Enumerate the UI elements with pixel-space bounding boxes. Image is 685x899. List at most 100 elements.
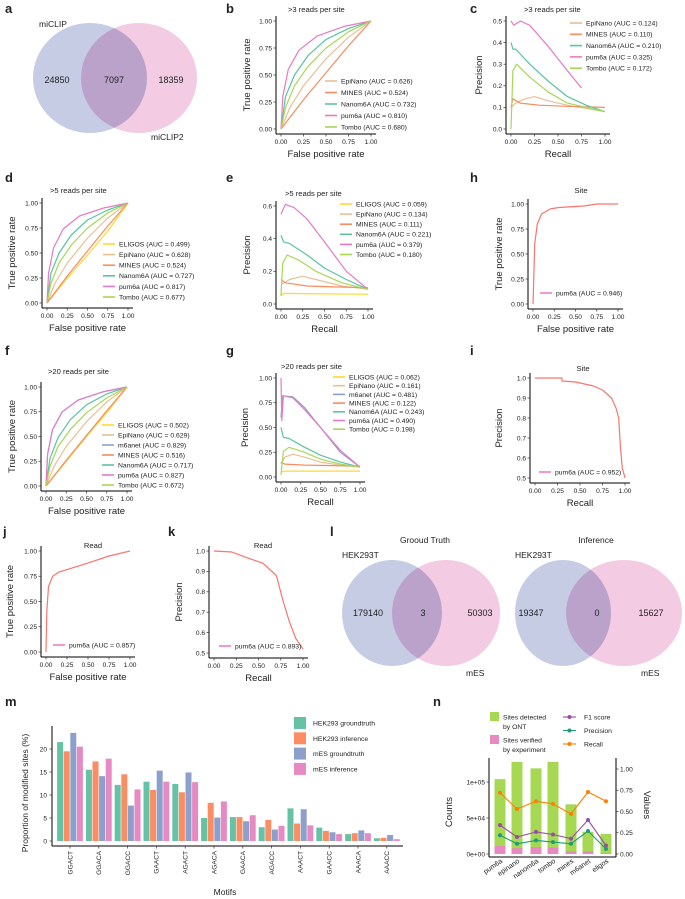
bar-mes-groundtruth-gaact (156, 770, 163, 841)
bar-mes-groundtruth-aaact (300, 809, 307, 841)
chart-title: Site (576, 364, 589, 373)
y-tick-label: 0.4 (493, 40, 502, 47)
y-tick-label: 0.75 (24, 409, 37, 416)
bar-sites-detected-by-ont-pum6a (494, 779, 506, 854)
y-tick-label: 0.00 (259, 126, 272, 133)
panel-letter: g (226, 343, 234, 358)
count-right-only: 18359 (158, 75, 183, 85)
y-tick-label: 0.75 (24, 574, 37, 581)
bar-sites-detected-by-ont-mines (565, 804, 577, 854)
legend-nanom6a-label: Nanom6A (AUC = 0.732) (341, 101, 416, 108)
y-tick-label: 0.9 (196, 569, 205, 576)
venn-l2: Inference HEK293T mES 19347 0 15627 (515, 535, 682, 678)
x-tick-label: 0.00 (208, 663, 221, 670)
legend-pum6a-label: pum6a (AUC = 0.893) (235, 643, 301, 650)
bar-sites-verified-by-experiment-m6anet (582, 851, 594, 854)
epinano-curve (280, 20, 372, 130)
bar-mes-groundtruth-agact (185, 772, 192, 841)
bar-mes-inference-aaacc (393, 839, 400, 841)
y-tick-label: 0.5 (517, 475, 526, 482)
x-axis-label: False positive rate (287, 149, 364, 160)
tombo-curve (280, 20, 372, 130)
x-tick-label: 0.50 (569, 314, 582, 321)
legend-sites-detected-by-ont-swatch (490, 712, 499, 721)
y-tick-label: 1.00 (259, 18, 272, 25)
recall-point-mines (569, 812, 573, 817)
left-y-axis-label: Counts (444, 797, 455, 827)
y-tick-label: 0.75 (25, 225, 38, 232)
f1-score-point-m6anet (586, 818, 590, 822)
y-axis-label: True positive rate (7, 400, 18, 473)
legend-mes-inference-swatch (294, 762, 306, 775)
y-tick-label: 0.3 (493, 62, 502, 69)
legend-mines-label: MINES (AUC = 0.110) (586, 32, 653, 39)
y-tick-label: 10 (40, 792, 48, 799)
x-tick-label: GGACT (67, 851, 74, 874)
x-tick-label: AAACA (355, 850, 362, 873)
y-tick-label: 0.25 (24, 624, 37, 631)
panel-letter: j (2, 524, 7, 539)
legend-tombo-label: Tombo (AUC = 0.172) (586, 66, 652, 73)
set-label-miclip: miCLIP (39, 19, 67, 29)
epinano-curve (45, 386, 128, 487)
y-tick-label: 1.00 (24, 548, 37, 555)
bar-hek293-inference-agact (178, 792, 185, 841)
precision-point-eligos (604, 846, 608, 851)
x-axis-label: False positive rate (49, 672, 126, 683)
x-tick-label: 0.25 (548, 314, 561, 321)
y-tick-label: 1.00 (259, 375, 272, 382)
x-axis-label: Recall (245, 673, 271, 684)
x-tick-label: AAACT (298, 851, 305, 873)
legend-tombo-label: Tombo (AUC = 0.677) (119, 294, 185, 301)
x-tick-label: 0.75 (575, 139, 588, 146)
x-tick-label: 0.25 (230, 663, 243, 670)
right-y-tick-label: 0.00 (620, 851, 633, 858)
count-both: 0 (594, 608, 599, 618)
pum6a-curve (46, 202, 129, 304)
x-tick-label: 0.50 (574, 488, 587, 495)
x-tick-label: 0.00 (275, 139, 288, 146)
bar-hek293-groundtruth-gaacc (316, 827, 323, 841)
count-left-only: 19347 (518, 608, 543, 618)
legend-pum6a-label: pum6a (AUC = 0.490) (349, 418, 415, 425)
x-tick-label: 0.50 (320, 139, 333, 146)
x-tick-label: 1.00 (124, 662, 137, 669)
legend-mines-label: MINES (AUC = 0.524) (341, 90, 408, 97)
eligos-curve (46, 202, 129, 304)
x-tick-label: GAACA (240, 850, 247, 874)
x-axis-label: Motifs (214, 887, 237, 897)
count-right-only: 15627 (638, 608, 663, 618)
x-tick-label: 0.75 (342, 139, 355, 146)
venn-title: Inference (578, 535, 614, 545)
y-tick-label: 0.7 (517, 435, 526, 442)
legend-sites-detected-by-ont-label: Sites detected (503, 715, 546, 722)
y-tick-label: 0.0 (263, 301, 272, 308)
panel-letter: e (226, 170, 233, 185)
legend-pum6a-label: pum6a (AUC = 0.810) (341, 113, 407, 120)
y-tick-label: 0.7 (196, 610, 205, 617)
legend-hek293-groundtruth-swatch (294, 717, 306, 729)
y-tick-label: 0.9 (517, 395, 526, 402)
legend-epinano-label: EpiNano (AUC = 0.626) (341, 78, 413, 85)
nanom6a-curve (280, 20, 372, 130)
legend-pum6a-label: pum6a (AUC = 0.946) (556, 290, 622, 297)
bar-mes-inference-agacc (278, 825, 285, 841)
x-tick-label: 1.00 (612, 314, 625, 321)
bar-hek293-groundtruth-ggaca (85, 769, 92, 841)
bar-hek293-inference-aaact (294, 823, 301, 841)
y-tick-label: 0.6 (263, 203, 272, 210)
bar-hek293-groundtruth-ggact (57, 742, 64, 841)
bar-mes-groundtruth-ggaca (99, 776, 106, 841)
f1-score-point-tombo (551, 832, 555, 837)
nanom6a-curve (510, 42, 606, 113)
panel-h: h Site 0.00 0.25 0.50 0.75 1.00 0.00 0.25 0.50 0.7… (470, 170, 625, 335)
legend-epinano-label: EpiNano (AUC = 0.134) (356, 212, 428, 219)
bar-hek293-groundtruth-agaca (201, 818, 208, 841)
y-tick-label: 0.0 (493, 126, 502, 133)
x-tick-label: GAACT (154, 851, 161, 874)
bar-sites-verified-by-experiment-pum6a (494, 846, 506, 854)
epinano-curve (280, 275, 369, 290)
set-label-hek293t: HEK293T (342, 550, 379, 560)
y-tick-label: 0.2 (263, 269, 272, 276)
y-tick-label: 0.25 (25, 275, 38, 282)
